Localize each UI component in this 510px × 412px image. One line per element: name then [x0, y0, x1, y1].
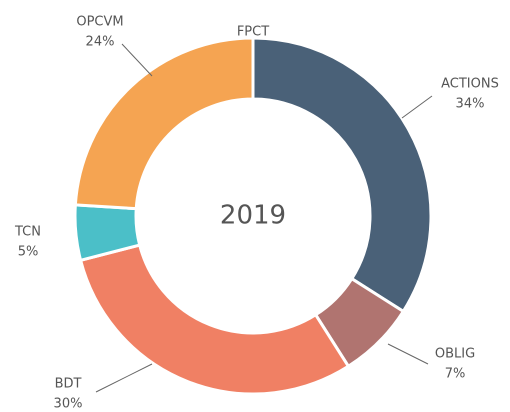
slice-label: OBLIG: [435, 347, 475, 362]
slice-label: TCN: [14, 225, 41, 240]
leader-line: [401, 95, 433, 119]
slice: [251, 36, 433, 314]
slice-value-label: 7%: [445, 367, 466, 382]
slice-value-label: 5%: [18, 245, 39, 260]
slice-value-label: 34%: [456, 97, 485, 112]
center-text: 2019: [220, 201, 286, 231]
slice: [78, 243, 351, 396]
leader-line: [95, 363, 153, 393]
slice-label: ACTIONS: [441, 77, 499, 92]
slice-label: FPCT: [237, 25, 269, 40]
slice-label: OPCVM: [76, 15, 123, 30]
slice-value-label: 24%: [86, 35, 115, 50]
leader-line: [121, 43, 153, 77]
slice: [73, 36, 255, 211]
slice-value-label: 30%: [54, 397, 83, 412]
slice-label: BDT: [55, 377, 82, 392]
leader-line: [387, 343, 429, 365]
